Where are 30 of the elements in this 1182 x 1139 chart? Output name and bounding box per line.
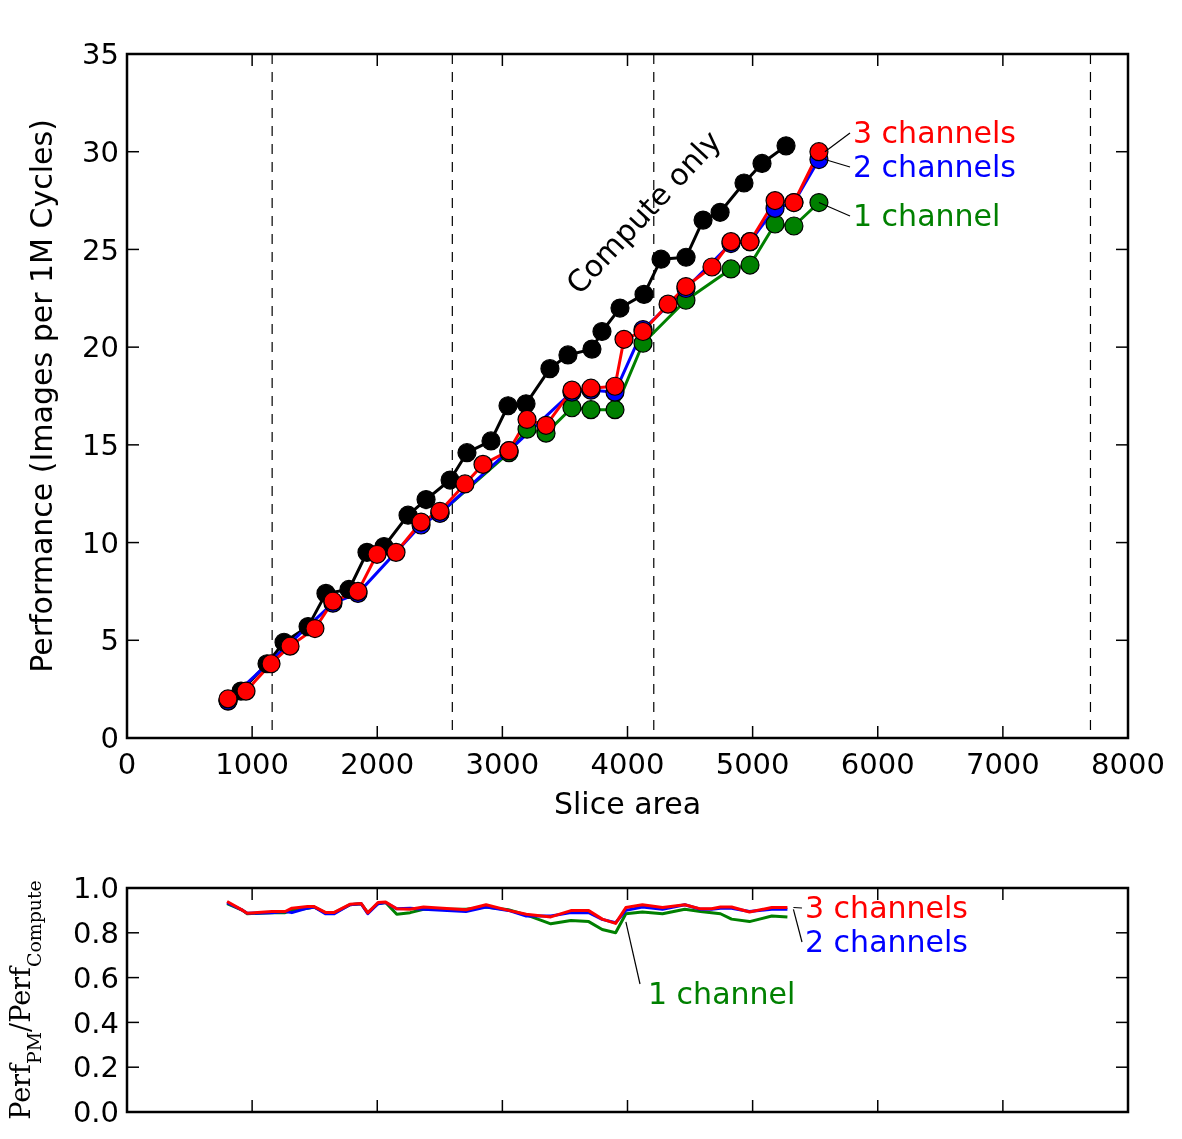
series-label: 2 channels <box>805 924 968 959</box>
y-tick-label: 0.2 <box>72 1050 119 1085</box>
y-tick-label: 20 <box>82 330 119 365</box>
y-tick-label: 0.8 <box>72 915 119 950</box>
legend-label: 2 channels <box>853 149 1016 184</box>
x-tick-label: 2000 <box>340 747 415 781</box>
x-axis-title: Slice area <box>553 786 702 821</box>
series-label: 1 channel <box>648 976 796 1011</box>
y-tick-label: 0.0 <box>72 1095 119 1130</box>
legend-label: 3 channels <box>853 115 1016 150</box>
y-axis-title: Performance (Images per 1M Cycles) <box>24 119 59 673</box>
y-tick-label: 25 <box>82 232 119 267</box>
legend-label: 1 channel <box>853 198 1001 233</box>
y-tick-label: 0.6 <box>72 960 119 995</box>
y-tick-label: 5 <box>100 623 119 658</box>
x-tick-label: 1000 <box>215 747 290 781</box>
y-tick-label: 0 <box>100 721 119 756</box>
x-tick-label: 3000 <box>465 747 540 781</box>
y-tick-label: 30 <box>82 134 119 169</box>
x-tick-label: 8000 <box>1091 747 1165 781</box>
x-tick-label: 6000 <box>840 747 915 781</box>
y-tick-label: 15 <box>82 428 119 463</box>
x-tick-label: 7000 <box>965 747 1040 781</box>
y-tick-label: 1.0 <box>72 871 119 906</box>
x-tick-label: 5000 <box>715 747 790 781</box>
x-tick-label: 4000 <box>590 747 665 781</box>
series-label: 3 channels <box>805 890 968 925</box>
y-tick-label: 0.4 <box>72 1005 119 1040</box>
y-tick-label: 10 <box>82 525 119 560</box>
y-tick-label: 35 <box>82 37 119 72</box>
